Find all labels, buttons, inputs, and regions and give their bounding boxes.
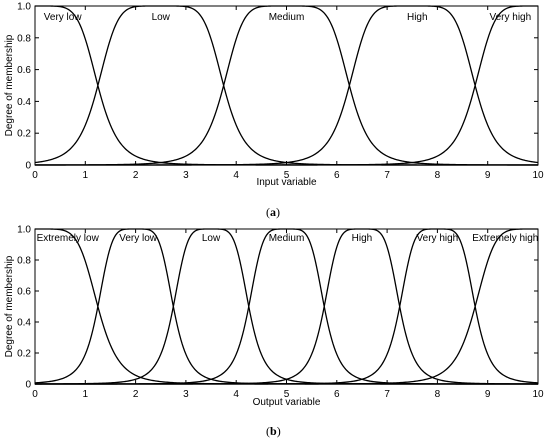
x-tick-label-b-3: 3 [183,389,189,400]
mf-label-b-3: Medium [269,233,305,244]
x-tick-label-b-0: 0 [32,389,38,400]
mf-label-b-1: Very low [119,233,158,244]
series-line-b-2 [35,228,538,385]
caption-b: (b) [266,424,281,438]
plot-frame-a [34,5,539,166]
x-tick-label-b-5: 5 [284,389,290,400]
series-line-b-5 [35,228,539,385]
series-line-a-1 [34,5,538,166]
mf-label-b-6: Extremely high [472,233,538,244]
y-tick-label-a-1: 0.2 [17,129,31,140]
mf-label-a-4: Very high [489,12,531,23]
y-tick-label-b-1: 0.2 [17,349,31,360]
mf-label-b-2: Low [202,233,221,244]
x-tick-label-a-7: 7 [384,170,390,181]
caption-a-letter: a [270,205,276,219]
x-tick-label-a-4: 4 [233,170,239,181]
mf-label-a-2: Medium [269,12,305,23]
x-tick-label-a-5: 5 [284,170,290,181]
x-tick-label-a-10: 10 [532,170,544,181]
chart-panel-a: 0 1 2 3 4 5 6 7 8 9 10 0 0.2 0.4 0.6 0.8 1.0 Input variab… [4,2,544,189]
y-tick-label-a-5: 1.0 [17,2,31,13]
y-axis-label-b: Degree of membership [4,255,15,357]
mf-label-b-5: Very high [417,233,459,244]
x-tick-label-a-6: 6 [334,170,340,181]
plot-frame-b [34,228,539,385]
series-line-b-6 [35,228,538,385]
series-line-a-4 [35,5,538,166]
y-tick-label-a-3: 0.6 [17,65,31,76]
x-tick-label-a-1: 1 [83,170,89,181]
series-line-b-4 [35,228,538,385]
chart-panel-b: 0 1 2 3 4 5 6 7 8 9 10 0 0.2 0.4 0.6 0.8 1.0 Output varia… [4,225,544,409]
mf-label-b-0: Extremely low [37,233,100,244]
series-line-b-3 [35,228,538,385]
series-line-a-3 [35,5,539,166]
x-tick-label-a-8: 8 [435,170,441,181]
mf-label-a-1: Low [152,12,171,23]
y-tick-label-b-3: 0.6 [17,287,31,298]
x-tick-label-b-7: 7 [384,389,390,400]
series-line-b-1 [34,228,538,385]
mf-label-a-0: Very low [44,12,83,23]
mf-label-a-3: High [407,12,428,23]
x-tick-label-b-10: 10 [532,389,544,400]
series-line-b-0 [35,228,538,385]
x-tick-label-a-0: 0 [32,170,38,181]
mf-label-b-4: High [352,233,373,244]
x-axis-label-a: Input variable [256,177,316,188]
y-axis-label-a: Degree of membership [4,34,15,136]
series-line-a-0 [35,5,538,166]
x-tick-label-a-2: 2 [133,170,139,181]
y-tick-label-a-2: 0.4 [17,97,31,108]
x-tick-label-b-1: 1 [83,389,89,400]
y-tick-label-b-0: 0 [25,380,31,391]
y-tick-label-a-0: 0 [25,161,31,172]
y-tick-label-a-4: 0.8 [17,33,31,44]
x-tick-label-b-8: 8 [435,389,441,400]
x-axis-label-b: Output variable [253,397,321,408]
x-tick-label-b-9: 9 [485,389,491,400]
series-line-a-2 [35,5,538,166]
y-tick-label-b-5: 1.0 [17,225,31,236]
x-tick-label-b-4: 4 [233,389,239,400]
x-tick-label-a-9: 9 [485,170,491,181]
caption-b-letter: b [270,424,277,438]
x-tick-label-a-3: 3 [183,170,189,181]
x-tick-label-b-6: 6 [334,389,340,400]
caption-a: (a) [266,205,280,219]
y-tick-label-b-2: 0.4 [17,318,31,329]
y-tick-label-b-4: 0.8 [17,256,31,267]
x-tick-label-b-2: 2 [133,389,139,400]
